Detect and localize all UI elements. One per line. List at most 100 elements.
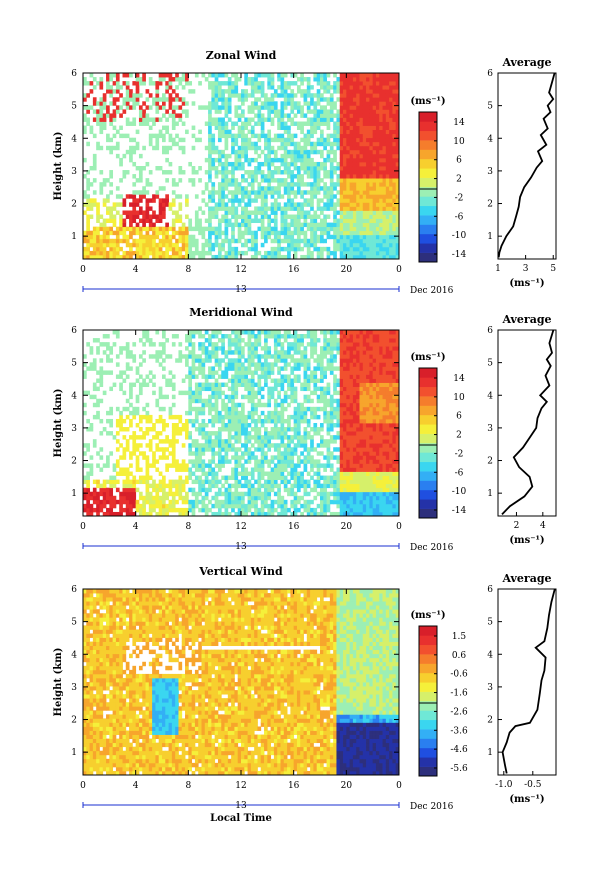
heatmap-cell (175, 246, 179, 252)
heatmap-cell (227, 97, 232, 102)
heatmap-cell (171, 182, 176, 187)
heatmap-cell (162, 350, 166, 355)
heatmap-cell (247, 499, 252, 505)
heatmap-cell (270, 206, 275, 211)
heatmap-cell (83, 362, 87, 367)
heatmap-cell (333, 125, 337, 131)
heatmap-cell (109, 370, 114, 375)
heatmap-cell (290, 366, 295, 371)
heatmap-cell (247, 77, 252, 82)
heatmap-cell (142, 214, 146, 219)
heatmap-cell (346, 93, 351, 98)
heatmap-cell (362, 109, 367, 114)
heatmap-cell (283, 467, 288, 472)
heatmap-cell (382, 81, 387, 86)
heatmap-cell (227, 93, 232, 98)
heatmap-cell (89, 234, 94, 240)
heatmap-cell (280, 507, 285, 513)
heatmap-cell (244, 157, 248, 163)
heatmap-cell (145, 89, 150, 94)
heatmap-cell (306, 153, 311, 159)
heatmap-cell (362, 194, 367, 199)
heatmap-cell (191, 443, 196, 448)
heatmap-cell (257, 137, 262, 143)
heatmap-cell (323, 190, 327, 195)
heatmap-cell (145, 483, 150, 489)
heatmap-cell (152, 238, 156, 244)
heatmap-cell (250, 182, 255, 187)
heatmap-cell (168, 101, 173, 106)
heatmap-cell (99, 246, 104, 252)
heatmap-cell (185, 214, 189, 219)
heatmap-cell (106, 113, 110, 118)
heatmap-cell (158, 414, 163, 420)
heatmap-cell (395, 109, 400, 114)
heatmap-cell (201, 451, 206, 456)
heatmap-cell (280, 137, 285, 143)
heatmap-cell (247, 170, 252, 175)
heatmap-cell (250, 238, 255, 244)
heatmap-cell (171, 178, 176, 183)
heatmap-cell (326, 170, 331, 175)
heatmap-cell (171, 141, 176, 147)
heatmap-cell (343, 161, 347, 167)
heatmap-cell (283, 129, 288, 135)
heatmap-cell (247, 491, 252, 497)
heatmap-cell (86, 141, 90, 147)
heatmap-cell (211, 511, 216, 517)
heatmap-cell (102, 105, 107, 110)
heatmap-cell (145, 414, 150, 420)
heatmap-cell (171, 198, 176, 203)
heatmap-cell (250, 394, 255, 400)
heatmap-cell (306, 418, 311, 424)
heatmap-cell (352, 226, 357, 232)
heatmap-cell (244, 73, 248, 78)
heatmap-cell (106, 234, 110, 240)
heatmap-cell (194, 447, 199, 452)
heatmap-cell (83, 463, 87, 468)
heatmap-cell (99, 145, 104, 151)
heatmap-cell (125, 242, 130, 248)
heatmap-cell (109, 145, 114, 151)
heatmap-cell (92, 382, 97, 388)
heatmap-cell (214, 202, 219, 207)
heatmap-cell (277, 137, 281, 143)
heatmap-cell (237, 370, 242, 375)
heatmap-cell (247, 451, 252, 456)
heatmap-cell (122, 254, 127, 260)
heatmap-cell (244, 370, 248, 375)
heatmap-cell (385, 170, 390, 175)
heatmap-cell (264, 186, 268, 191)
heatmap-cell (310, 161, 314, 167)
heatmap-cell (224, 174, 229, 179)
heatmap-cell (346, 133, 351, 139)
heatmap-cell (372, 141, 377, 147)
heatmap-cell (83, 451, 87, 456)
heatmap-cell (244, 117, 248, 122)
heatmap-cell (168, 443, 173, 448)
heatmap-cell (237, 374, 242, 379)
heatmap-cell (260, 447, 265, 452)
heatmap-cell (99, 499, 104, 505)
heatmap-cell (250, 218, 255, 224)
heatmap-cell (115, 186, 120, 191)
heatmap-cell (217, 206, 222, 211)
heatmap-cell (234, 382, 239, 388)
heatmap-cell (250, 382, 255, 388)
heatmap-cell (122, 418, 127, 424)
heatmap-cell (119, 491, 123, 497)
heatmap-cell (231, 447, 235, 452)
heatmap-cell (392, 214, 397, 219)
heatmap-cell (257, 194, 262, 199)
heatmap-cell (372, 145, 377, 151)
heatmap-cell (254, 230, 258, 236)
heatmap-cell (231, 414, 235, 420)
heatmap-cell (214, 402, 219, 408)
heatmap-cell (208, 157, 212, 163)
heatmap-cell (188, 447, 193, 452)
heatmap-cell (142, 503, 146, 509)
heatmap-cell (379, 105, 383, 110)
heatmap-cell (254, 105, 258, 110)
heatmap-cell (188, 443, 193, 448)
heatmap-cell (214, 77, 219, 82)
